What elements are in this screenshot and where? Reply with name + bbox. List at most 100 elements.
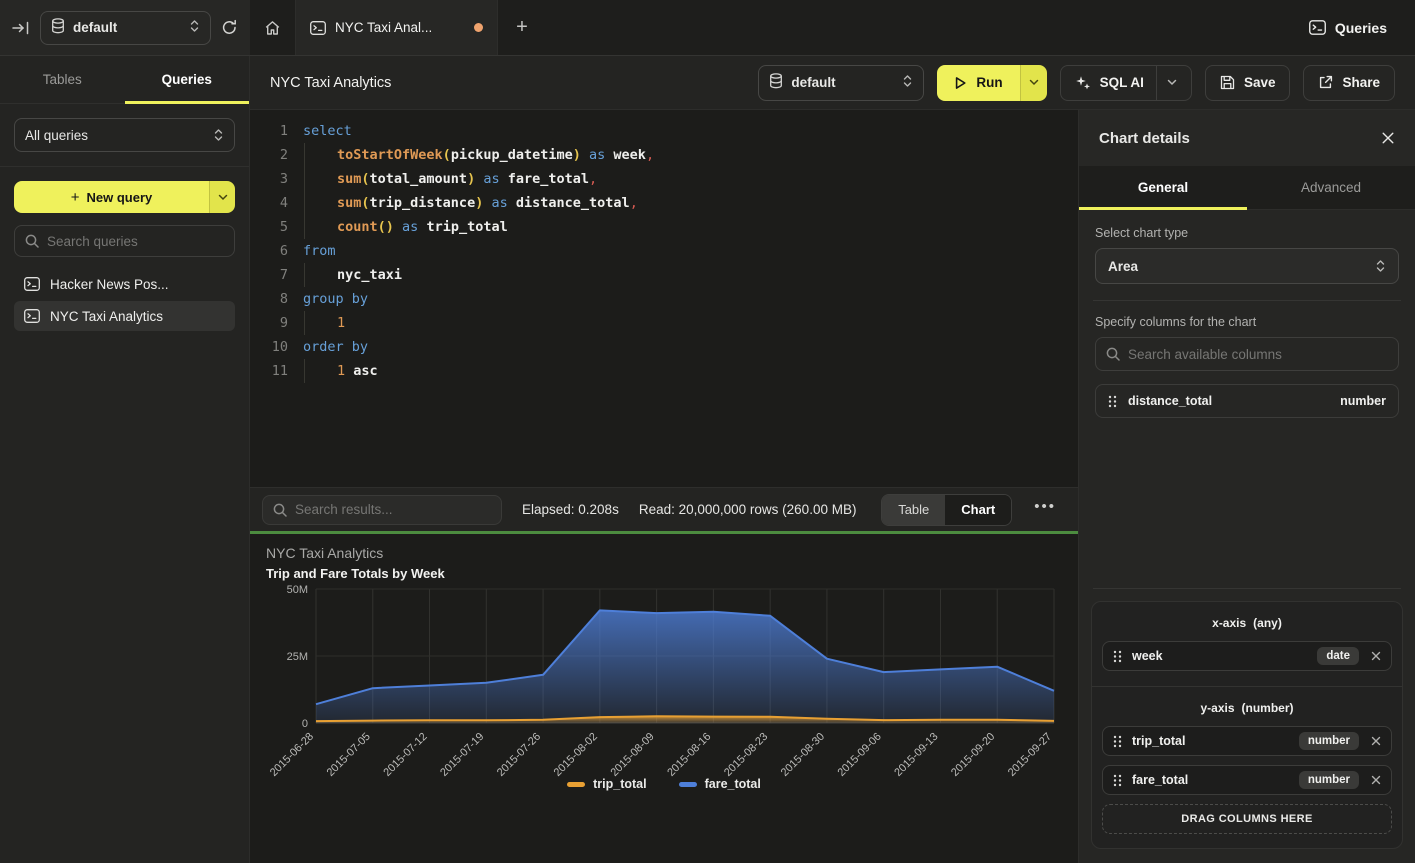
chevron-updown-icon xyxy=(902,74,913,91)
chart-subtitle: Trip and Fare Totals by Week xyxy=(266,566,1062,581)
save-label: Save xyxy=(1244,75,1276,90)
run-dropdown[interactable] xyxy=(1020,65,1047,101)
terminal-icon xyxy=(24,309,40,323)
column-type-badge: number xyxy=(1299,771,1359,789)
refresh-icon[interactable] xyxy=(221,19,238,36)
query-filter-select[interactable]: All queries xyxy=(14,118,235,152)
save-button[interactable]: Save xyxy=(1205,65,1291,101)
save-icon xyxy=(1220,75,1235,90)
view-toggle-chart[interactable]: Chart xyxy=(945,495,1011,525)
unsaved-changes-dot xyxy=(474,23,483,32)
line-number: 9 xyxy=(250,311,288,335)
tab-strip: NYC Taxi Anal... + xyxy=(250,0,1309,55)
home-tab-button[interactable] xyxy=(250,0,296,55)
remove-column-icon[interactable] xyxy=(1371,775,1381,785)
line-number: 1 xyxy=(250,119,288,143)
svg-text:50M: 50M xyxy=(287,584,308,596)
share-icon xyxy=(1318,75,1333,90)
results-toolbar: Elapsed: 0.208s Read: 20,000,000 rows (2… xyxy=(250,487,1078,531)
svg-text:2015-09-27: 2015-09-27 xyxy=(1006,731,1054,777)
new-query-dropdown[interactable] xyxy=(209,181,235,213)
remove-column-icon[interactable] xyxy=(1371,651,1381,661)
database-icon xyxy=(51,18,65,37)
panel-header: Chart details xyxy=(1079,110,1415,166)
chart-legend: trip_total fare_total xyxy=(266,777,1062,791)
sql-ai-label: SQL AI xyxy=(1100,75,1144,90)
column-name: trip_total xyxy=(1132,734,1185,748)
column-item-trip_total[interactable]: trip_totalnumber xyxy=(1102,726,1392,756)
page-title: NYC Taxi Analytics xyxy=(270,75,391,91)
drag-columns-dropzone[interactable]: DRAG COLUMNS HERE xyxy=(1102,804,1392,834)
chevron-down-icon xyxy=(1167,79,1177,86)
remove-column-icon[interactable] xyxy=(1371,736,1381,746)
results-chart[interactable]: 025M50M2015-06-282015-07-052015-07-12201… xyxy=(266,581,1062,777)
search-results-box[interactable] xyxy=(262,495,502,525)
line-number: 2 xyxy=(250,143,288,167)
panel-tab-general[interactable]: General xyxy=(1079,166,1247,209)
chart-type-value: Area xyxy=(1108,259,1138,274)
more-options-icon[interactable]: ••• xyxy=(1032,498,1066,521)
query-list-item[interactable]: NYC Taxi Analytics xyxy=(14,301,235,331)
search-queries-input[interactable] xyxy=(47,234,224,249)
home-icon xyxy=(264,20,281,36)
sql-ai-dropdown[interactable] xyxy=(1156,66,1177,100)
line-number: 5 xyxy=(250,215,288,239)
chevron-down-icon xyxy=(1029,79,1039,86)
drag-handle-icon[interactable] xyxy=(1108,395,1117,408)
legend-item-trip_total[interactable]: trip_total xyxy=(567,777,646,791)
sparkles-icon xyxy=(1075,75,1091,91)
svg-text:2015-09-13: 2015-09-13 xyxy=(892,731,940,777)
tab-title: NYC Taxi Anal... xyxy=(335,20,432,35)
sidebar-tab-tables[interactable]: Tables xyxy=(0,56,125,103)
search-columns-box[interactable] xyxy=(1095,337,1399,371)
terminal-icon xyxy=(24,277,40,291)
search-columns-input[interactable] xyxy=(1128,347,1388,362)
svg-text:2015-07-19: 2015-07-19 xyxy=(438,731,486,777)
drag-handle-icon[interactable] xyxy=(1113,774,1122,787)
legend-item-fare_total[interactable]: fare_total xyxy=(679,777,761,791)
panel-tab-advanced[interactable]: Advanced xyxy=(1247,166,1415,209)
sidebar-tab-queries[interactable]: Queries xyxy=(125,56,250,103)
chevron-updown-icon xyxy=(189,19,200,36)
column-item-week[interactable]: weekdate xyxy=(1102,641,1392,671)
column-item-fare_total[interactable]: fare_total number xyxy=(1102,765,1392,795)
collapse-sidebar-icon[interactable] xyxy=(12,21,30,35)
column-name: fare_total xyxy=(1132,773,1188,787)
sql-ai-button[interactable]: SQL AI xyxy=(1060,65,1192,101)
search-results-input[interactable] xyxy=(295,502,491,517)
sql-editor[interactable]: 1select2toStartOfWeek(pickup_datetime) a… xyxy=(250,110,1078,487)
new-query-button[interactable]: +New query xyxy=(14,181,235,213)
view-toggle: Table Chart xyxy=(881,494,1012,526)
line-number: 8 xyxy=(250,287,288,311)
close-icon[interactable] xyxy=(1381,131,1395,145)
tab-nyc-taxi-analytics[interactable]: NYC Taxi Anal... xyxy=(296,0,498,55)
search-icon xyxy=(273,503,287,517)
panel-title: Chart details xyxy=(1099,130,1190,147)
svg-text:0: 0 xyxy=(302,718,308,730)
share-button[interactable]: Share xyxy=(1303,65,1395,101)
query-list-item[interactable]: Hacker News Pos... xyxy=(14,269,235,299)
sidebar: Tables Queries All queries +New query Ha… xyxy=(0,56,250,863)
drag-handle-icon[interactable] xyxy=(1113,650,1122,663)
view-toggle-table[interactable]: Table xyxy=(882,495,945,525)
query-item-label: NYC Taxi Analytics xyxy=(50,309,163,324)
run-button[interactable]: Run xyxy=(937,65,1046,101)
new-tab-button[interactable]: + xyxy=(498,0,546,55)
rows-read: Read: 20,000,000 rows (260.00 MB) xyxy=(639,502,857,517)
chart-type-select[interactable]: Area xyxy=(1095,248,1399,284)
columns-label: Specify columns for the chart xyxy=(1095,315,1399,329)
plus-icon: + xyxy=(71,189,80,206)
run-database-selector[interactable]: default xyxy=(758,65,924,101)
column-item-distance_total[interactable]: distance_totalnumber xyxy=(1095,384,1399,418)
divider xyxy=(1093,588,1401,589)
drag-handle-icon[interactable] xyxy=(1113,735,1122,748)
column-name: week xyxy=(1132,649,1163,663)
terminal-icon xyxy=(1309,20,1326,35)
search-queries-box[interactable] xyxy=(14,225,235,257)
divider xyxy=(1093,300,1401,301)
legend-label: fare_total xyxy=(705,777,761,791)
queries-button[interactable]: Queries xyxy=(1309,0,1415,55)
database-selector[interactable]: default xyxy=(40,11,211,45)
available-columns-list: distance_totalnumber xyxy=(1079,371,1415,418)
chevron-updown-icon xyxy=(1375,259,1386,273)
